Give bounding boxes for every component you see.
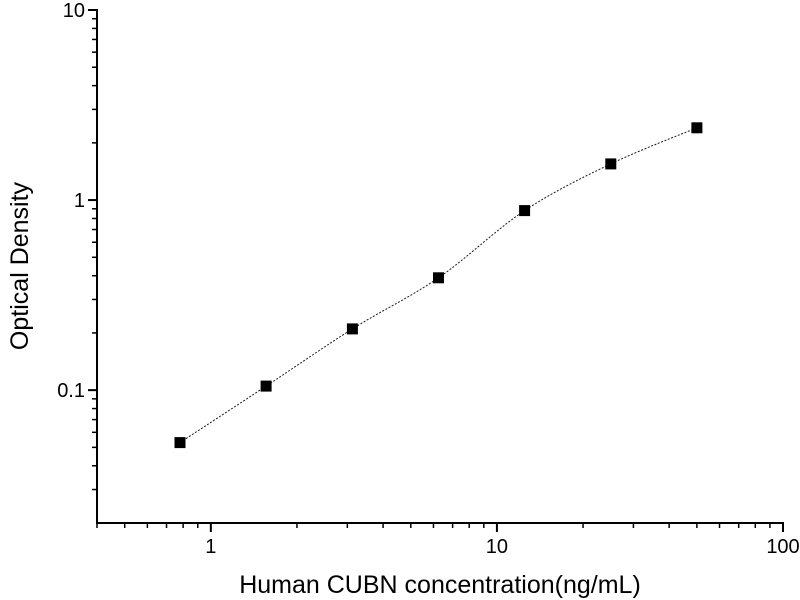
data-point-marker [346,323,358,335]
y-tick-label: 1 [74,190,85,212]
data-point-marker [174,437,186,449]
plot-layer [174,122,703,449]
data-point-marker [605,158,617,170]
x-axis-title: Human CUBN concentration(ng/mL) [239,571,641,599]
axes-layer: 1 10 100 10 1 0.1 [57,0,800,558]
data-point-marker [260,380,272,392]
x-tick-label: 100 [766,536,799,558]
data-point-marker [433,272,444,284]
curve-line [179,127,698,444]
data-point-marker [519,205,531,217]
y-tick-label: 10 [63,0,85,22]
x-tick-label: 1 [205,536,216,558]
x-tick-label: 10 [486,536,508,558]
y-tick-label: 0.1 [57,380,85,402]
y-axis-title: Optical Density [6,181,34,350]
data-point-marker [691,122,703,134]
